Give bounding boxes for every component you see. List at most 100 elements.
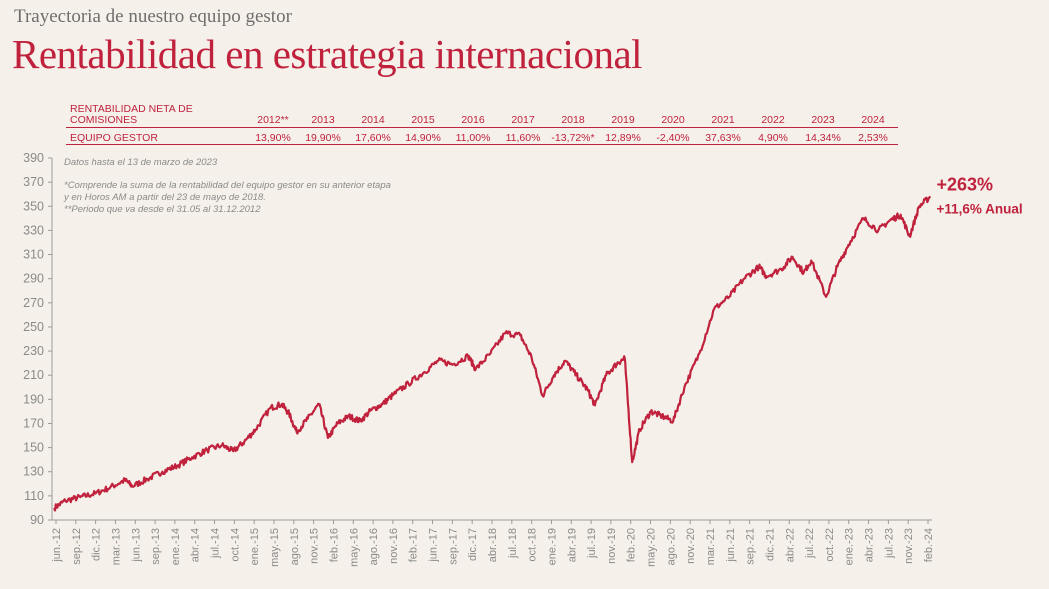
- y-tick-label: 210: [23, 368, 44, 382]
- total-return-label: +263%: [937, 175, 994, 195]
- returns-value-9: 37,63%: [698, 127, 748, 145]
- returns-value-0: 13,90%: [248, 127, 298, 145]
- returns-value-12: 2,53%: [848, 127, 898, 145]
- chart-notes: Datos hasta el 13 de marzo de 2023 *Compr…: [63, 157, 391, 215]
- returns-value-2: 17,60%: [348, 127, 398, 145]
- x-tick-label: mar.-21: [705, 528, 717, 565]
- x-axis: jun.-12 sep.-12 dic.-12 mar.-13 jun.-13 sep.-…: [51, 519, 935, 567]
- x-tick-label: nov.-19: [606, 528, 618, 564]
- x-tick-label: ago.-20: [665, 528, 677, 565]
- chart-note: **Periodo que va desde el 31.05 al 31.12…: [64, 204, 261, 215]
- returns-table: RENTABILIDAD NETA DE COMISIONES 2012** 20…: [66, 102, 898, 145]
- y-tick-label: 390: [23, 151, 44, 165]
- chart-subtitle: Trayectoria de nuestro equipo gestor: [14, 6, 292, 27]
- x-tick-label: nov.-20: [685, 528, 697, 564]
- x-tick-label: sep.-13: [150, 528, 162, 565]
- x-tick-label: may.-16: [348, 528, 360, 567]
- returns-value-11: 14,34%: [798, 127, 848, 145]
- y-tick-label: 150: [23, 441, 44, 455]
- returns-value-4: 11,00%: [448, 127, 498, 145]
- x-tick-label: dic.-21: [764, 528, 776, 561]
- x-tick-label: ene.-14: [170, 528, 182, 565]
- x-tick-label: feb.-17: [408, 528, 420, 562]
- series-line-equipo-gestor: [53, 195, 932, 512]
- x-tick-label: feb.-24: [923, 528, 935, 562]
- x-tick-label: feb.-16: [328, 528, 340, 562]
- x-tick-label: oct.-18: [527, 528, 539, 562]
- x-tick-label: mar.-13: [110, 528, 122, 565]
- x-tick-label: sep.-17: [447, 528, 459, 565]
- x-tick-label: jul.-19: [586, 528, 598, 559]
- returns-value-1: 19,90%: [298, 127, 348, 145]
- x-tick-label: jun.-13: [130, 528, 142, 563]
- y-tick-label: 130: [23, 465, 44, 479]
- y-tick-label: 290: [23, 272, 44, 286]
- returns-value-7: 12,89%: [598, 127, 648, 145]
- returns-year-7: 2019: [598, 102, 648, 128]
- x-tick-label: nov.-23: [903, 528, 915, 564]
- returns-year-3: 2015: [398, 102, 448, 128]
- returns-year-10: 2022: [748, 102, 798, 128]
- x-tick-label: feb.-20: [626, 528, 638, 562]
- y-tick-label: 190: [23, 392, 44, 406]
- chart-note: y en Horos AM a partir del 23 de mayo de…: [63, 192, 266, 203]
- x-tick-label: oct.-14: [229, 528, 241, 562]
- returns-year-9: 2021: [698, 102, 748, 128]
- returns-year-11: 2023: [798, 102, 848, 128]
- x-tick-label: abr.-22: [784, 528, 796, 562]
- y-tick-label: 350: [23, 199, 44, 213]
- x-tick-label: sep.-21: [745, 528, 757, 565]
- y-tick-label: 370: [23, 175, 44, 189]
- returns-table-header-row: RENTABILIDAD NETA DE COMISIONES 2012** 20…: [66, 102, 898, 128]
- x-tick-label: sep.-12: [71, 528, 83, 565]
- returns-row-label: EQUIPO GESTOR: [66, 127, 248, 145]
- x-tick-label: ago.-15: [289, 528, 301, 565]
- y-tick-label: 230: [23, 344, 44, 358]
- returns-year-0: 2012**: [248, 102, 298, 128]
- x-tick-label: oct.-22: [824, 528, 836, 562]
- chart-note: Datos hasta el 13 de marzo de 2023: [64, 157, 218, 168]
- x-tick-label: nov.-15: [309, 528, 321, 564]
- returns-value-10: 4,90%: [748, 127, 798, 145]
- x-tick-label: ene.-23: [844, 528, 856, 565]
- chart-title: Rentabilidad en estrategia internacional: [12, 31, 643, 77]
- returns-value-5: 11,60%: [498, 127, 548, 145]
- returns-year-6: 2018: [548, 102, 598, 128]
- returns-year-8: 2020: [648, 102, 698, 128]
- returns-value-3: 14,90%: [398, 127, 448, 145]
- x-tick-label: ene.-19: [546, 528, 558, 565]
- y-tick-label: 270: [23, 296, 44, 310]
- x-tick-label: jul.-22: [804, 528, 816, 559]
- x-tick-label: abr.-19: [566, 528, 578, 562]
- x-tick-label: jun.-17: [428, 528, 440, 563]
- returns-value-6: -13,72%*: [548, 127, 598, 145]
- y-tick-label: 110: [24, 489, 44, 503]
- x-tick-label: jul.-23: [883, 528, 895, 559]
- x-tick-label: dic.-12: [91, 528, 103, 561]
- x-tick-label: ene.-15: [249, 528, 261, 565]
- y-tick-label: 310: [23, 248, 44, 262]
- y-tick-label: 250: [23, 320, 44, 334]
- returns-year-4: 2016: [448, 102, 498, 128]
- x-tick-label: jul.-14: [210, 528, 222, 559]
- x-tick-label: may.-20: [646, 528, 658, 567]
- y-tick-label: 330: [23, 223, 44, 237]
- x-tick-label: ago.-16: [368, 528, 380, 565]
- x-tick-label: nov.-16: [388, 528, 400, 564]
- returns-table-values-row: EQUIPO GESTOR 13,90% 19,90% 17,60% 14,90% 11…: [66, 127, 898, 145]
- returns-header-label: RENTABILIDAD NETA DE COMISIONES: [66, 102, 248, 128]
- returns-year-12: 2024: [848, 102, 898, 128]
- returns-year-5: 2017: [498, 102, 548, 128]
- returns-year-2: 2014: [348, 102, 398, 128]
- x-tick-label: may.-15: [269, 528, 281, 567]
- x-tick-label: jul.-18: [507, 528, 519, 559]
- y-axis: 90 110 130 150 170 190 210 230 250 270 290 310 330 35…: [23, 151, 53, 527]
- x-tick-label: jun.-21: [725, 528, 737, 563]
- returns-year-1: 2013: [298, 102, 348, 128]
- x-tick-label: jun.-12: [51, 528, 63, 563]
- x-tick-label: dic.-17: [467, 528, 479, 561]
- y-tick-label: 170: [23, 416, 44, 430]
- returns-value-8: -2,40%: [648, 127, 698, 145]
- annual-return-label: +11,6% Anual: [937, 202, 1023, 217]
